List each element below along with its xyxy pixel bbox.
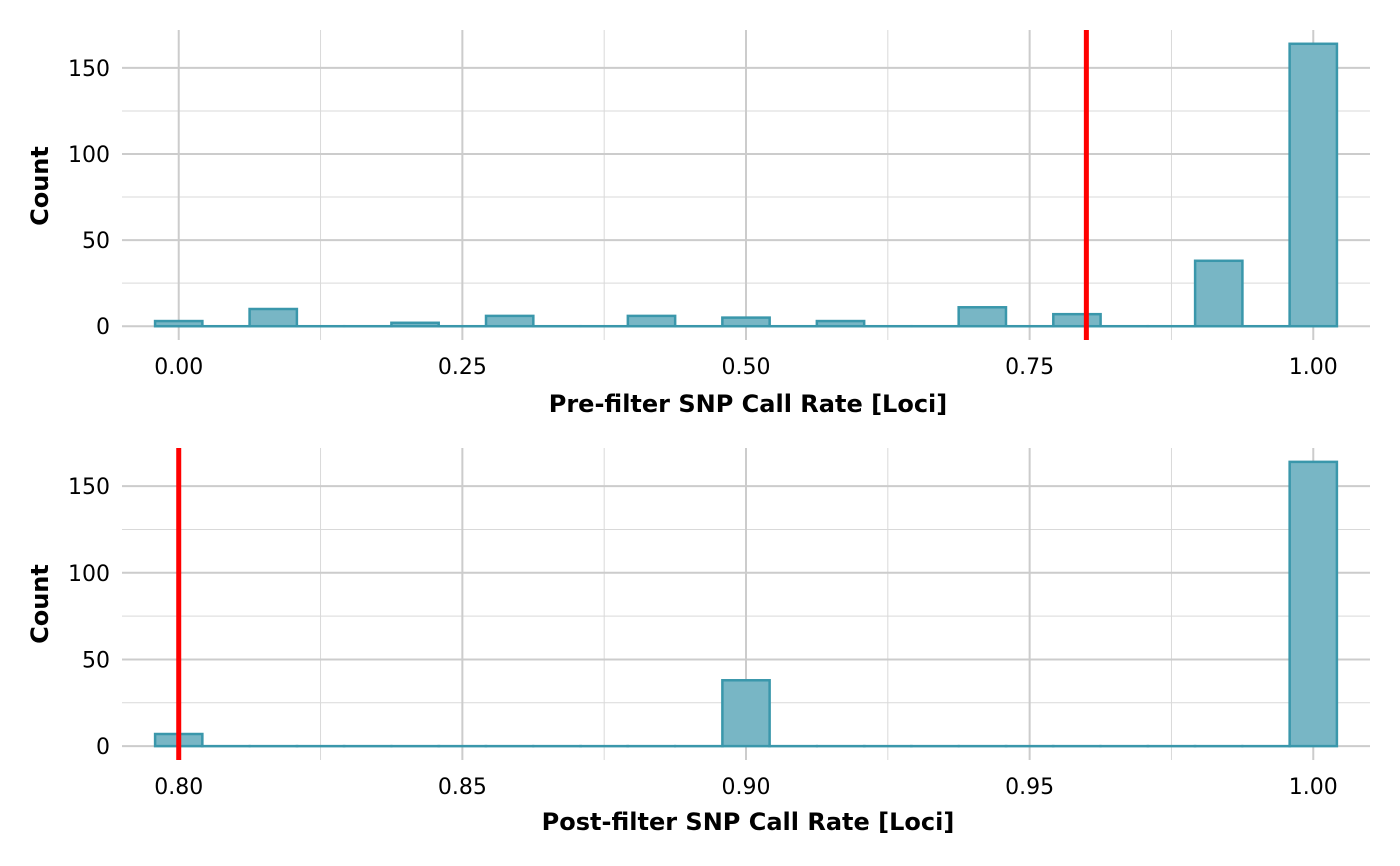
pre-filter-histogram-bar xyxy=(626,314,677,328)
pre-filter-bars xyxy=(153,42,1339,328)
pre-filter-x-tick-labels: 0.00 0.25 0.50 0.75 1.00 xyxy=(154,355,1338,380)
pre-filter-x-axis-title: Pre-filter SNP Call Rate [Loci] xyxy=(549,390,948,418)
post-filter-histogram-bar xyxy=(1288,460,1339,748)
post-filter-x-tick-label: 0.90 xyxy=(722,775,771,800)
pre-filter-x-tick-label: 0.50 xyxy=(722,355,771,380)
pre-filter-x-tick-label: 0.25 xyxy=(438,355,487,380)
post-filter-bars xyxy=(153,460,1339,748)
pre-filter-histogram-bar xyxy=(1052,312,1102,328)
pre-filter-gridlines xyxy=(122,30,1370,340)
post-filter-y-tick-labels: 0 50 100 150 xyxy=(68,475,110,760)
post-filter-y-axis-title: Count xyxy=(26,564,54,644)
pre-filter-histogram-bar xyxy=(248,307,299,328)
pre-filter-y-tick-label: 100 xyxy=(68,143,110,168)
post-filter-y-tick-label: 0 xyxy=(96,735,110,760)
pre-filter-histogram-panel: 0.00 0.25 0.50 0.75 1.00 0 50 100 150 Pre-filte… xyxy=(26,30,1370,418)
post-filter-y-tick-label: 150 xyxy=(68,475,110,500)
pre-filter-histogram-bar xyxy=(815,319,866,328)
pre-filter-x-tick-label: 0.00 xyxy=(154,355,203,380)
pre-filter-histogram-bar xyxy=(1193,259,1244,328)
pre-filter-y-axis-title: Count xyxy=(26,146,54,226)
post-filter-histogram-panel: 0.80 0.85 0.90 0.95 1.00 0 50 100 150 Post-filt… xyxy=(26,448,1370,836)
post-filter-x-tick-label: 1.00 xyxy=(1289,775,1338,800)
post-filter-x-tick-label: 0.80 xyxy=(154,775,203,800)
pre-filter-histogram-bar xyxy=(484,314,535,328)
post-filter-y-tick-label: 100 xyxy=(68,562,110,587)
post-filter-y-tick-label: 50 xyxy=(82,648,110,673)
post-filter-x-axis-title: Post-filter SNP Call Rate [Loci] xyxy=(542,808,955,836)
pre-filter-x-tick-label: 0.75 xyxy=(1005,355,1054,380)
pre-filter-y-tick-label: 0 xyxy=(96,315,110,340)
pre-filter-y-tick-label: 150 xyxy=(68,57,110,82)
pre-filter-histogram-bar xyxy=(390,321,440,328)
pre-filter-histogram-bar xyxy=(153,319,204,328)
post-filter-histogram-bar xyxy=(721,679,771,748)
pre-filter-histogram-bar xyxy=(1288,42,1339,328)
post-filter-x-tick-label: 0.85 xyxy=(438,775,487,800)
pre-filter-y-tick-labels: 0 50 100 150 xyxy=(68,57,110,340)
post-filter-x-tick-label: 0.95 xyxy=(1005,775,1054,800)
post-filter-x-tick-labels: 0.80 0.85 0.90 0.95 1.00 xyxy=(154,775,1338,800)
pre-filter-histogram-bar xyxy=(957,306,1008,328)
pre-filter-histogram-bar xyxy=(721,316,771,328)
pre-filter-y-tick-label: 50 xyxy=(82,229,110,254)
pre-filter-x-tick-label: 1.00 xyxy=(1289,355,1338,380)
